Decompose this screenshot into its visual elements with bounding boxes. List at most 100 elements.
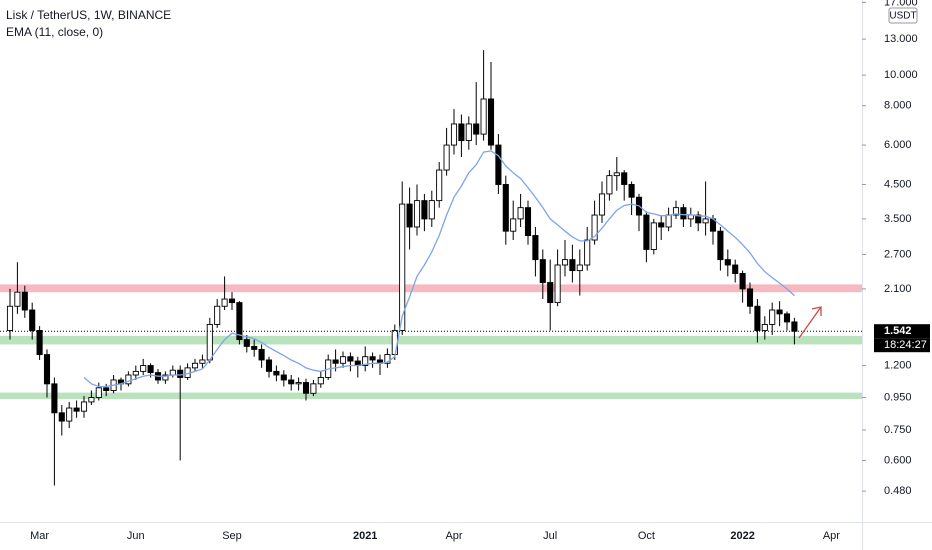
countdown: 18:24:27 (884, 339, 927, 351)
y-tick-label: 17.000 (884, 0, 918, 8)
candle-body (480, 98, 487, 135)
candle-body (746, 288, 754, 307)
candle-body (584, 239, 591, 266)
candle-body (739, 273, 746, 290)
candle-body (206, 323, 213, 361)
candle-body (539, 259, 546, 283)
candle-body (650, 222, 657, 250)
candle-body (428, 200, 435, 220)
candle-body (88, 397, 95, 403)
candle-body (621, 172, 628, 185)
candle-body (273, 370, 280, 376)
candle-body (177, 369, 184, 378)
y-tick-label: 2.100 (884, 283, 912, 295)
candle-body (724, 259, 731, 266)
candle-body (554, 264, 561, 304)
x-tick-label: Jun (127, 530, 145, 542)
price-box (874, 324, 930, 339)
candle-body (524, 207, 532, 236)
y-tick-label: 10.000 (884, 69, 918, 81)
candle-body (221, 298, 228, 307)
candle-body (140, 365, 147, 372)
candle-body (450, 123, 458, 146)
zones (0, 284, 862, 400)
candle-body (362, 356, 369, 366)
candle-body (288, 379, 295, 385)
y-tick-label: 2.700 (884, 248, 912, 260)
arrow-head (811, 306, 822, 316)
zone (0, 335, 862, 345)
candle-body (66, 407, 73, 422)
x-tick-label: 2022 (730, 530, 754, 542)
ema-line (83, 150, 795, 388)
y-tick-label: 4.500 (884, 178, 912, 190)
candle-body (295, 382, 302, 385)
candle-body (717, 230, 724, 261)
y-tick-label: 6.000 (884, 139, 912, 151)
candle-body (339, 356, 347, 364)
candle-body (332, 359, 339, 364)
x-tick-label: Oct (638, 530, 655, 542)
candle-body (302, 382, 310, 394)
arrow-line (798, 306, 822, 339)
candle-body (517, 207, 524, 220)
x-tick-label: Apr (823, 530, 840, 542)
currency: USDT (889, 11, 916, 22)
candle-body (29, 309, 36, 331)
candle-body (391, 330, 398, 356)
y-tick-label: 3.500 (884, 213, 912, 225)
x-axis: Mar Jun Sep 2021 Apr Jul Oct 2022 Apr (30, 530, 840, 542)
y-tick-label: 0.600 (884, 454, 912, 466)
candle-body (547, 282, 554, 304)
candle-body (258, 348, 265, 361)
y-tick-label: 13.000 (884, 33, 918, 45)
indicator-label: EMA (11, close, 0) (6, 25, 103, 39)
candle-body (21, 291, 28, 311)
candle-body (510, 218, 517, 232)
candle-body (613, 172, 620, 177)
candle-body (443, 144, 450, 171)
zone (0, 284, 862, 293)
candle-body (347, 356, 354, 362)
candle-body (413, 200, 421, 228)
plot (0, 50, 862, 486)
candle-body (487, 98, 495, 146)
candle-body (561, 259, 569, 266)
y-tick-label: 0.750 (884, 424, 912, 436)
candle-body (36, 330, 43, 356)
candle-body (702, 218, 709, 224)
x-tick-label: Jul (543, 530, 557, 542)
countdown-box (874, 338, 930, 353)
candle-body (628, 184, 635, 198)
candle-body (658, 222, 665, 228)
candle-body (495, 144, 502, 185)
candle-body (80, 401, 88, 412)
candle-body (280, 374, 287, 381)
candle-body (6, 305, 14, 331)
candle-body (436, 169, 443, 202)
candle-body (132, 370, 139, 376)
candle-body (502, 184, 509, 232)
candle-body (58, 412, 65, 422)
x-tick-label: Sep (222, 530, 242, 542)
candle-body (532, 235, 539, 261)
candle-body (643, 214, 650, 250)
candle-body (317, 377, 324, 385)
candle-body (576, 264, 583, 272)
candle-body (243, 339, 250, 347)
candle-body (791, 321, 798, 332)
candle-body (406, 203, 413, 228)
candle-body (732, 264, 739, 274)
candle-body (51, 383, 58, 414)
candle-body (591, 214, 598, 241)
candle-body (310, 383, 317, 394)
candle-body (606, 175, 613, 195)
candle-body (236, 302, 243, 341)
candle-body (598, 193, 606, 216)
candle-body (754, 305, 761, 331)
candle-body (265, 359, 273, 372)
candle-body (465, 123, 472, 142)
x-tick-label: Mar (30, 530, 49, 542)
trend-arrow (798, 306, 822, 339)
y-tick-label: 1.200 (884, 359, 912, 371)
